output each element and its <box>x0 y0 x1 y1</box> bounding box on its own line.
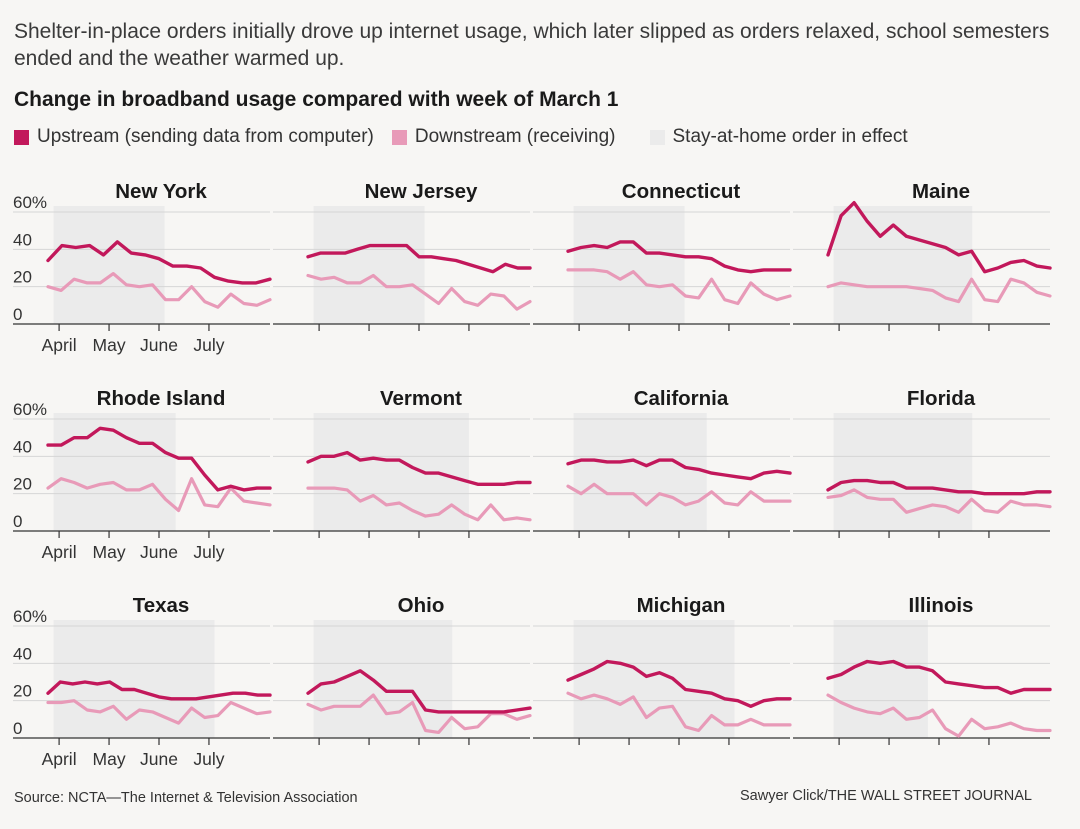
stay-at-home-band <box>313 206 425 324</box>
x-tick-label: May <box>93 335 126 355</box>
panel-maine: Maine <box>793 180 1052 331</box>
panel-title: New York <box>115 180 207 203</box>
panel-title: Texas <box>133 594 190 617</box>
panel-title: Illinois <box>909 594 974 617</box>
panel-title: Michigan <box>637 594 726 617</box>
y-tick-label: 0 <box>13 719 22 738</box>
stay-at-home-band <box>53 206 165 324</box>
panel-illinois: Illinois <box>793 594 1052 745</box>
x-tick-label: May <box>93 749 126 769</box>
upstream-line <box>566 458 792 481</box>
panel-connecticut: Connecticut <box>533 180 792 331</box>
x-tick-label: June <box>140 542 178 562</box>
stay-at-home-band <box>313 413 469 531</box>
x-tick-label: June <box>140 749 178 769</box>
downstream-line <box>566 482 792 507</box>
upstream-line <box>566 240 792 274</box>
y-tick-label: 60% <box>13 400 47 419</box>
panel-new-york: April May June July 0 20 40 60% New York <box>13 180 272 355</box>
stay-at-home-band <box>833 620 928 738</box>
x-tick-label: July <box>193 749 224 769</box>
x-tick-label: April <box>42 335 77 355</box>
legend-upstream-label: Upstream (sending data from computer) <box>37 126 374 147</box>
upstream-line <box>46 240 272 285</box>
downstream-line <box>46 477 272 513</box>
legend-upstream-swatch <box>14 129 29 145</box>
downstream-line <box>46 699 272 725</box>
downstream-line <box>306 486 532 522</box>
stay-at-home-band <box>833 206 973 324</box>
legend-stay: Stay-at-home order in effect <box>649 126 908 148</box>
upstream-line <box>306 669 532 714</box>
panel-title: New Jersey <box>365 180 478 203</box>
credit-note: Sawyer Click/THE WALL STREET JOURNAL <box>740 788 1032 804</box>
panel-rhode-island: April May June July 0 20 40 60% Rhode Island <box>13 387 272 562</box>
upstream-line <box>826 659 1052 695</box>
panel-title: Vermont <box>380 387 462 410</box>
upstream-line <box>46 680 272 701</box>
upstream-line <box>566 659 792 708</box>
chart-subtitle: Change in broadband usage compared with … <box>14 88 619 111</box>
upstream-line <box>306 243 532 274</box>
legend: Upstream (sending data from computer) Do… <box>14 124 926 150</box>
legend-stay-swatch <box>649 129 665 145</box>
y-tick-label: 60% <box>13 607 47 626</box>
downstream-line <box>306 693 532 734</box>
upstream-line <box>826 201 1052 274</box>
y-tick-label: 20 <box>13 682 32 701</box>
downstream-line <box>826 277 1052 304</box>
panel-title: Florida <box>907 387 976 410</box>
stay-at-home-band <box>573 413 707 531</box>
legend-upstream: Upstream (sending data from computer) <box>14 126 374 148</box>
downstream-line <box>826 488 1052 514</box>
panel-new-jersey: New Jersey <box>273 180 532 331</box>
legend-downstream-swatch <box>391 129 407 145</box>
y-tick-label: 0 <box>13 512 22 531</box>
panel-ohio: Ohio <box>273 594 532 745</box>
legend-downstream-label: Downstream (receiving) <box>414 126 616 147</box>
panel-vermont: Vermont <box>273 387 532 538</box>
downstream-line <box>306 273 532 311</box>
x-tick-label: May <box>93 542 126 562</box>
x-tick-label: July <box>193 335 224 355</box>
x-tick-label: June <box>140 335 178 355</box>
panel-title: Connecticut <box>622 180 741 203</box>
y-tick-label: 0 <box>13 305 22 324</box>
y-tick-label: 40 <box>13 437 32 456</box>
intro-text: Shelter-in-place orders initially drove … <box>14 20 1050 70</box>
source-note: Source: NCTA—The Internet & Television A… <box>14 790 358 806</box>
panel-title: Ohio <box>398 594 445 617</box>
legend-downstream: Downstream (receiving) <box>391 126 616 148</box>
downstream-line <box>826 693 1052 738</box>
stay-at-home-band <box>313 620 453 738</box>
y-tick-label: 20 <box>13 475 32 494</box>
downstream-line <box>566 268 792 306</box>
downstream-line <box>566 691 792 733</box>
upstream-line <box>46 426 272 492</box>
upstream-line <box>306 450 532 486</box>
x-tick-label: April <box>42 542 77 562</box>
panel-title: Rhode Island <box>97 387 226 410</box>
stay-at-home-band <box>573 206 685 324</box>
stay-at-home-band <box>833 413 973 531</box>
downstream-line <box>46 272 272 309</box>
panel-title: Maine <box>912 180 970 203</box>
panel-texas: April May June July 0 20 40 60% Texas <box>13 594 272 769</box>
stay-at-home-band <box>53 620 215 738</box>
x-tick-label: July <box>193 542 224 562</box>
panel-title: California <box>634 387 729 410</box>
y-tick-label: 60% <box>13 193 47 212</box>
y-tick-label: 20 <box>13 268 32 287</box>
legend-stay-label: Stay-at-home order in effect <box>672 126 908 147</box>
y-tick-label: 40 <box>13 230 32 249</box>
panel-michigan: Michigan <box>533 594 792 745</box>
y-tick-label: 40 <box>13 644 32 663</box>
upstream-line <box>826 478 1052 496</box>
stay-at-home-band <box>573 620 735 738</box>
panel-florida: Florida <box>793 387 1052 538</box>
panel-california: California <box>533 387 792 538</box>
x-tick-label: April <box>42 749 77 769</box>
